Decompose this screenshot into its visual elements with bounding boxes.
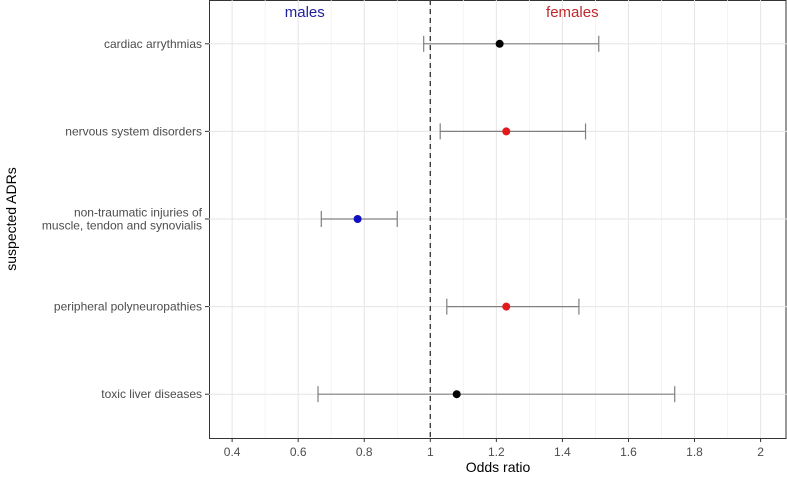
x-tick-label: 2 <box>757 445 764 459</box>
category-label: cardiac arrythmias <box>104 37 202 51</box>
y-axis-title: suspected ADRs <box>3 167 19 271</box>
x-tick-label: 1.2 <box>488 445 505 459</box>
category-label: peripheral polyneuropathies <box>54 300 202 314</box>
group-label-females: females <box>546 4 599 21</box>
odds-ratio-point <box>502 302 511 311</box>
x-tick-label: 1.4 <box>554 445 571 459</box>
x-tick-label: 0.8 <box>356 445 373 459</box>
x-tick-label: 1.6 <box>620 445 637 459</box>
category-label: muscle, tendon and synovialis <box>42 219 202 233</box>
odds-ratio-point <box>502 127 511 136</box>
x-tick-label: 1 <box>427 445 434 459</box>
x-tick-label: 0.6 <box>290 445 307 459</box>
y-axis-ticks: cardiac arrythmias nervous system disorde… <box>42 37 209 401</box>
odds-ratio-point <box>452 390 461 399</box>
x-axis-ticks: 0.4 0.6 0.8 1 1.2 1.4 1.6 1.8 2 <box>224 438 764 459</box>
category-label: non-traumatic injuries of <box>74 206 203 220</box>
x-tick-label: 0.4 <box>224 445 241 459</box>
group-label-males: males <box>285 4 325 21</box>
x-tick-label: 1.8 <box>686 445 703 459</box>
odds-ratio-point <box>353 215 362 223</box>
category-label: nervous system disorders <box>65 124 202 138</box>
data-marks <box>317 35 676 403</box>
odds-ratio-point <box>495 39 504 48</box>
category-label: toxic liver diseases <box>101 387 202 401</box>
x-axis-title: Odds ratio <box>466 459 531 475</box>
